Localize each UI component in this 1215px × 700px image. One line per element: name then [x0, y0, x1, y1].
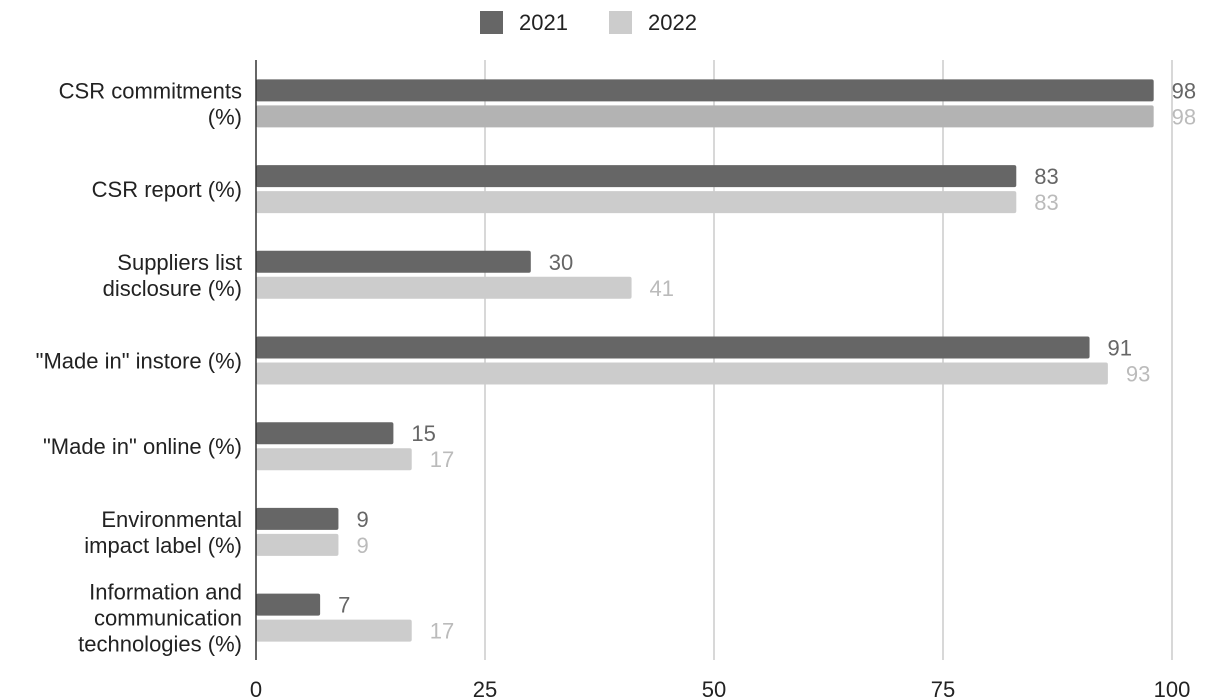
data-label-2021: 91 — [1108, 336, 1132, 361]
bar-2021 — [256, 507, 339, 530]
data-label-2021: 7 — [338, 593, 350, 618]
data-label-2021: 30 — [549, 250, 573, 275]
category-label: Suppliers list disclosure (%) — [103, 250, 242, 301]
legend-label-2021: 2021 — [519, 10, 568, 35]
data-label-2022: 17 — [430, 447, 454, 472]
axis-layer: 0 25 50 75 100 CSR commitments (%) CSR report (… — [36, 60, 1191, 700]
category-label: CSR commitments (%) — [59, 78, 242, 129]
data-label-2022: 98 — [1172, 104, 1196, 129]
bar-2022 — [256, 105, 1154, 128]
category-label: Information and communication technologies… — [78, 580, 242, 657]
bar-2022 — [256, 276, 632, 299]
data-label-2021: 9 — [356, 507, 368, 532]
x-tick-label: 0 — [250, 677, 262, 700]
x-tick-label: 25 — [473, 677, 497, 700]
grid-layer — [484, 60, 1173, 660]
x-tick-label: 75 — [931, 677, 955, 700]
bar-2021 — [256, 336, 1090, 359]
bar-2022 — [256, 448, 412, 471]
data-label-2022: 41 — [650, 276, 674, 301]
x-tick-label: 100 — [1154, 677, 1191, 700]
category-label: Environmental impact label (%) — [84, 507, 242, 558]
bar-2022 — [256, 533, 339, 556]
bar-2022 — [256, 362, 1108, 385]
bar-2022 — [256, 191, 1017, 214]
legend: 2021 2022 — [480, 10, 697, 35]
data-label-2021: 98 — [1172, 78, 1196, 103]
data-label-2022: 9 — [356, 533, 368, 558]
category-label: "Made in" online (%) — [43, 434, 242, 459]
category-label: CSR report (%) — [92, 177, 242, 202]
category-label: "Made in" instore (%) — [36, 349, 242, 374]
data-label-2022: 17 — [430, 619, 454, 644]
legend-swatch-2021 — [480, 11, 503, 34]
x-tick-label: 50 — [702, 677, 726, 700]
data-label-2021: 15 — [411, 421, 435, 446]
bar-2021 — [256, 79, 1154, 102]
bar-2021 — [256, 422, 394, 445]
legend-label-2022: 2022 — [648, 10, 697, 35]
bar-2021 — [256, 593, 321, 616]
data-label-2021: 83 — [1034, 164, 1058, 189]
bar-2022 — [256, 619, 412, 642]
data-label-2022: 93 — [1126, 362, 1150, 387]
data-label-2022: 83 — [1034, 190, 1058, 215]
bar-2021 — [256, 165, 1017, 188]
bar-2021 — [256, 250, 531, 273]
legend-swatch-2022 — [609, 11, 632, 34]
